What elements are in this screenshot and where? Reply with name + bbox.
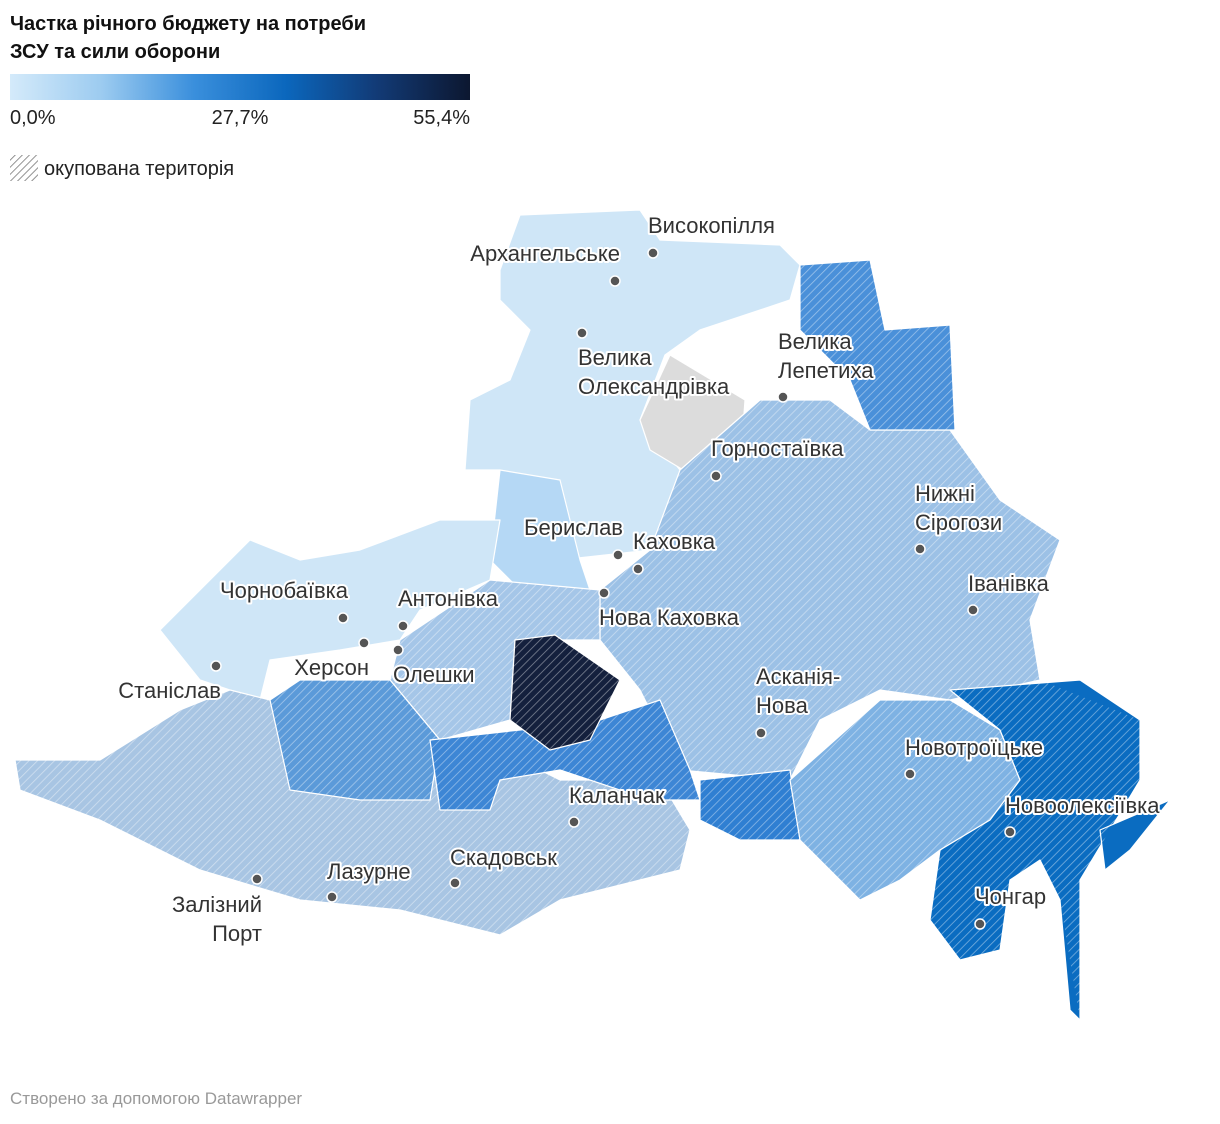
place-label: Чонгар	[975, 884, 1046, 909]
occupied-hatch	[800, 260, 955, 430]
place-label: Станіслав	[118, 678, 221, 703]
place-label: Новоолексіївка	[1005, 793, 1160, 818]
regions	[14, 209, 1171, 1021]
place-dot	[755, 727, 767, 739]
footer: Створено за допомогою Datawrapper	[10, 1089, 302, 1108]
place-label: Високопілля	[648, 213, 775, 238]
place-label: Іванівка	[968, 571, 1050, 596]
color-scale	[10, 74, 470, 100]
place-dot	[777, 391, 789, 403]
place-dot	[904, 768, 916, 780]
place-label: Олександрівка	[578, 374, 730, 399]
place-dot	[967, 604, 979, 616]
place-label: Велика	[578, 345, 652, 370]
place-label: Берислав	[524, 515, 623, 540]
place-label: Нова Каховка	[599, 605, 740, 630]
place-label: Нижні	[915, 481, 975, 506]
occupied-swatch	[10, 155, 38, 181]
place-label: Антонівка	[398, 586, 499, 611]
place-label: Скадовськ	[450, 845, 557, 870]
place-label: Чорнобаївка	[220, 578, 349, 603]
place-label: Каланчак	[569, 783, 665, 808]
occupied-label: окупована територія	[44, 158, 234, 180]
place-dot	[251, 873, 263, 885]
place-label: Порт	[212, 921, 262, 946]
place-dot	[397, 620, 409, 632]
place-label: Новотроїцьке	[905, 735, 1043, 760]
place-dot	[326, 891, 338, 903]
place-label: Горностаївка	[711, 436, 844, 461]
place-label: Асканія-	[756, 664, 840, 689]
place-label: Велика	[778, 329, 852, 354]
title-line: ЗСУ та сили оборони	[10, 41, 220, 63]
place-dot	[358, 637, 370, 649]
place-label: Архангельське	[470, 241, 620, 266]
scale-tick-label: 55,4%	[413, 107, 470, 129]
place-label: Херсон	[294, 655, 369, 680]
place-dot	[1004, 826, 1016, 838]
place-label: Сірогози	[915, 510, 1002, 535]
place-dot	[210, 660, 222, 672]
scale-tick-label: 0,0%	[10, 107, 56, 129]
place-dot	[576, 327, 588, 339]
place-label: Лазурне	[327, 859, 411, 884]
place-label: Лепетиха	[778, 358, 874, 383]
region	[1099, 799, 1171, 871]
place-dot	[612, 549, 624, 561]
place-label: Нова	[756, 693, 809, 718]
place-dot	[337, 612, 349, 624]
place-label: Залізний	[172, 892, 262, 917]
place-dot	[632, 563, 644, 575]
place-dot	[914, 543, 926, 555]
place-dot	[647, 247, 659, 259]
place-dot	[392, 644, 404, 656]
place-dot	[974, 918, 986, 930]
scale-tick-label: 27,7%	[212, 107, 269, 129]
place-labels: Високопілля Архангельське Велика Олександрі…	[116, 211, 1162, 948]
place-dot	[710, 470, 722, 482]
place-dot	[568, 816, 580, 828]
place-dot	[449, 877, 461, 889]
place-label: Каховка	[633, 529, 716, 554]
occupied-hatch	[15, 400, 1140, 1020]
place-dot	[609, 275, 621, 287]
place-dot	[598, 587, 610, 599]
title-line: Частка річного бюджету на потреби	[10, 13, 366, 35]
place-label: Олешки	[393, 662, 475, 687]
